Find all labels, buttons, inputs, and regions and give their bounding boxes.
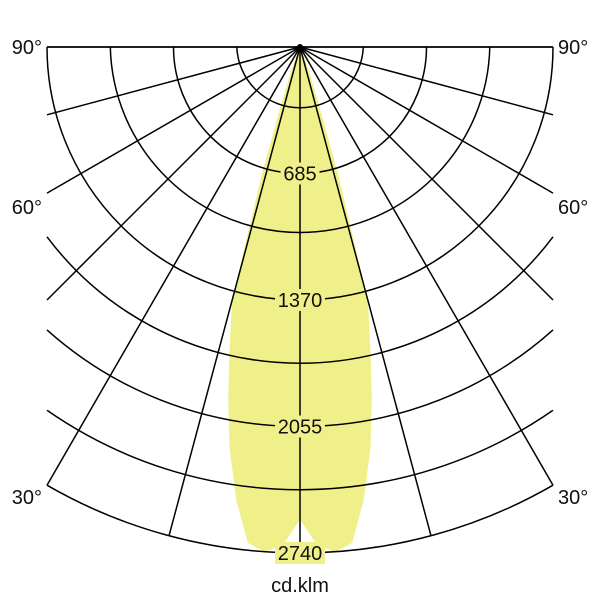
angle-label-right: 60°	[558, 197, 588, 219]
grid-angle-line	[299, 46, 432, 536]
angle-label-left: 90°	[12, 37, 42, 59]
tick-label-bg	[280, 162, 320, 185]
tick-label-bg	[275, 415, 325, 438]
angle-label-right: 90°	[558, 37, 588, 59]
tick-label-bg	[275, 289, 325, 311]
angle-label-left: 60°	[12, 197, 42, 219]
grid-angle-line	[299, 46, 554, 194]
grid-angle-line	[46, 46, 301, 116]
radial-tick-label: 2740	[278, 543, 323, 565]
radial-tick-label: 2055	[278, 417, 323, 439]
grid-angle-line	[46, 46, 301, 486]
unit-label: cd.klm	[271, 575, 329, 597]
grid-angle-line	[46, 46, 301, 194]
grid-angle-line	[46, 46, 301, 301]
grid-angle-line	[299, 46, 554, 486]
grid-angle-line	[299, 46, 554, 116]
tick-label-bg	[275, 542, 325, 564]
radial-tick-label: 685	[283, 164, 316, 186]
angle-label-left: 30°	[12, 487, 42, 509]
origin-point	[297, 44, 303, 50]
label-layer: 685 1370 2055 2740 90° 60° 30° 90° 60° 30° cd.klm	[12, 37, 589, 597]
angle-label-right: 30°	[558, 487, 588, 509]
grid-angle-line	[168, 46, 301, 536]
grid-angle-line	[299, 46, 554, 301]
radial-tick-label: 1370	[278, 290, 323, 312]
